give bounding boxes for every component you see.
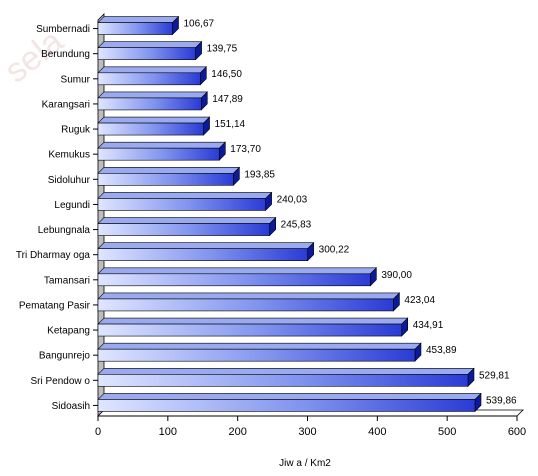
category-label: Kemukus xyxy=(48,150,90,161)
bar-top-face xyxy=(97,368,475,375)
bar-value-label: 240,03 xyxy=(277,194,308,205)
category-label: Berundung xyxy=(41,49,90,60)
x-tick-label: 300 xyxy=(298,426,316,438)
category-label: Tri Dharmay oga xyxy=(16,250,91,261)
bar xyxy=(97,72,201,86)
category-label: Bangunrejo xyxy=(39,351,91,362)
bar-value-label: 300,22 xyxy=(319,245,350,256)
bar xyxy=(97,323,403,337)
x-tick-label: 200 xyxy=(228,426,246,438)
x-tick-label: 0 xyxy=(95,426,101,438)
x-tick-label: 500 xyxy=(438,426,456,438)
bar-top-face xyxy=(97,292,401,300)
bar-top-face xyxy=(97,342,422,350)
bar xyxy=(97,374,469,387)
category-label: Ruguk xyxy=(61,125,91,136)
bar xyxy=(97,348,416,362)
bar xyxy=(97,22,173,35)
bar-value-label: 390,00 xyxy=(381,270,412,281)
bar-value-label: 147,89 xyxy=(212,94,243,105)
bar-top-face xyxy=(97,217,277,224)
bar-top-face xyxy=(97,242,315,249)
bar xyxy=(97,198,266,211)
bar xyxy=(97,47,196,60)
category-label: Sumur xyxy=(61,74,91,85)
bar xyxy=(97,97,202,111)
bar-top-face xyxy=(97,141,227,149)
category-label: Karangsari xyxy=(42,99,90,110)
category-label: Legundi xyxy=(54,200,90,211)
category-label: Tamansari xyxy=(44,275,90,286)
bar-top-face xyxy=(97,317,409,325)
bar xyxy=(97,399,476,412)
bar-value-label: 434,91 xyxy=(413,320,444,331)
bar xyxy=(97,273,371,287)
bar-value-label: 139,75 xyxy=(207,44,238,55)
bar-value-label: 106,67 xyxy=(183,19,214,30)
category-label: Ketapang xyxy=(47,326,90,337)
bar xyxy=(97,173,234,186)
category-label: Sumbernadi xyxy=(36,24,90,35)
bar-value-label: 173,70 xyxy=(230,144,261,155)
category-label: Lebungnala xyxy=(38,225,91,236)
bar xyxy=(97,223,270,236)
bar-top-face xyxy=(97,16,180,23)
category-label: Sidoluhur xyxy=(48,175,91,186)
x-tick-label: 100 xyxy=(159,426,177,438)
plot-area: 0 100 200 300 400 500 600 Sumbernadi 106,67 Berun… xyxy=(16,13,526,438)
bar xyxy=(97,122,204,136)
bar-value-label: 146,50 xyxy=(211,69,242,80)
bar-top-face xyxy=(97,393,482,400)
bar-value-label: 245,83 xyxy=(281,220,312,231)
bar-value-label: 539,86 xyxy=(486,395,517,406)
x-tick-label: 600 xyxy=(508,426,526,438)
bar-top-face xyxy=(97,116,211,124)
bar-value-label: 453,89 xyxy=(426,345,457,356)
bar-top-face xyxy=(97,167,241,174)
bar-value-label: 193,85 xyxy=(244,169,275,180)
category-label: Sidoasih xyxy=(52,401,90,412)
bar-value-label: 151,14 xyxy=(215,119,246,130)
bar-top-face xyxy=(97,41,203,48)
bar xyxy=(97,298,394,312)
bar-top-face xyxy=(97,66,208,74)
bar-top-face xyxy=(97,192,273,199)
category-label: Pematang Pasir xyxy=(19,300,91,311)
bar xyxy=(97,248,308,261)
bar-top-face xyxy=(97,91,209,99)
category-label: Sri Pendow o xyxy=(31,376,91,387)
bar-value-label: 423,04 xyxy=(404,295,435,306)
x-axis-label: Jiw a / Km2 xyxy=(279,458,331,469)
x-tick-label: 400 xyxy=(368,426,386,438)
bar-top-face xyxy=(97,267,378,275)
bar-value-label: 529,81 xyxy=(479,370,510,381)
bar xyxy=(97,147,220,161)
